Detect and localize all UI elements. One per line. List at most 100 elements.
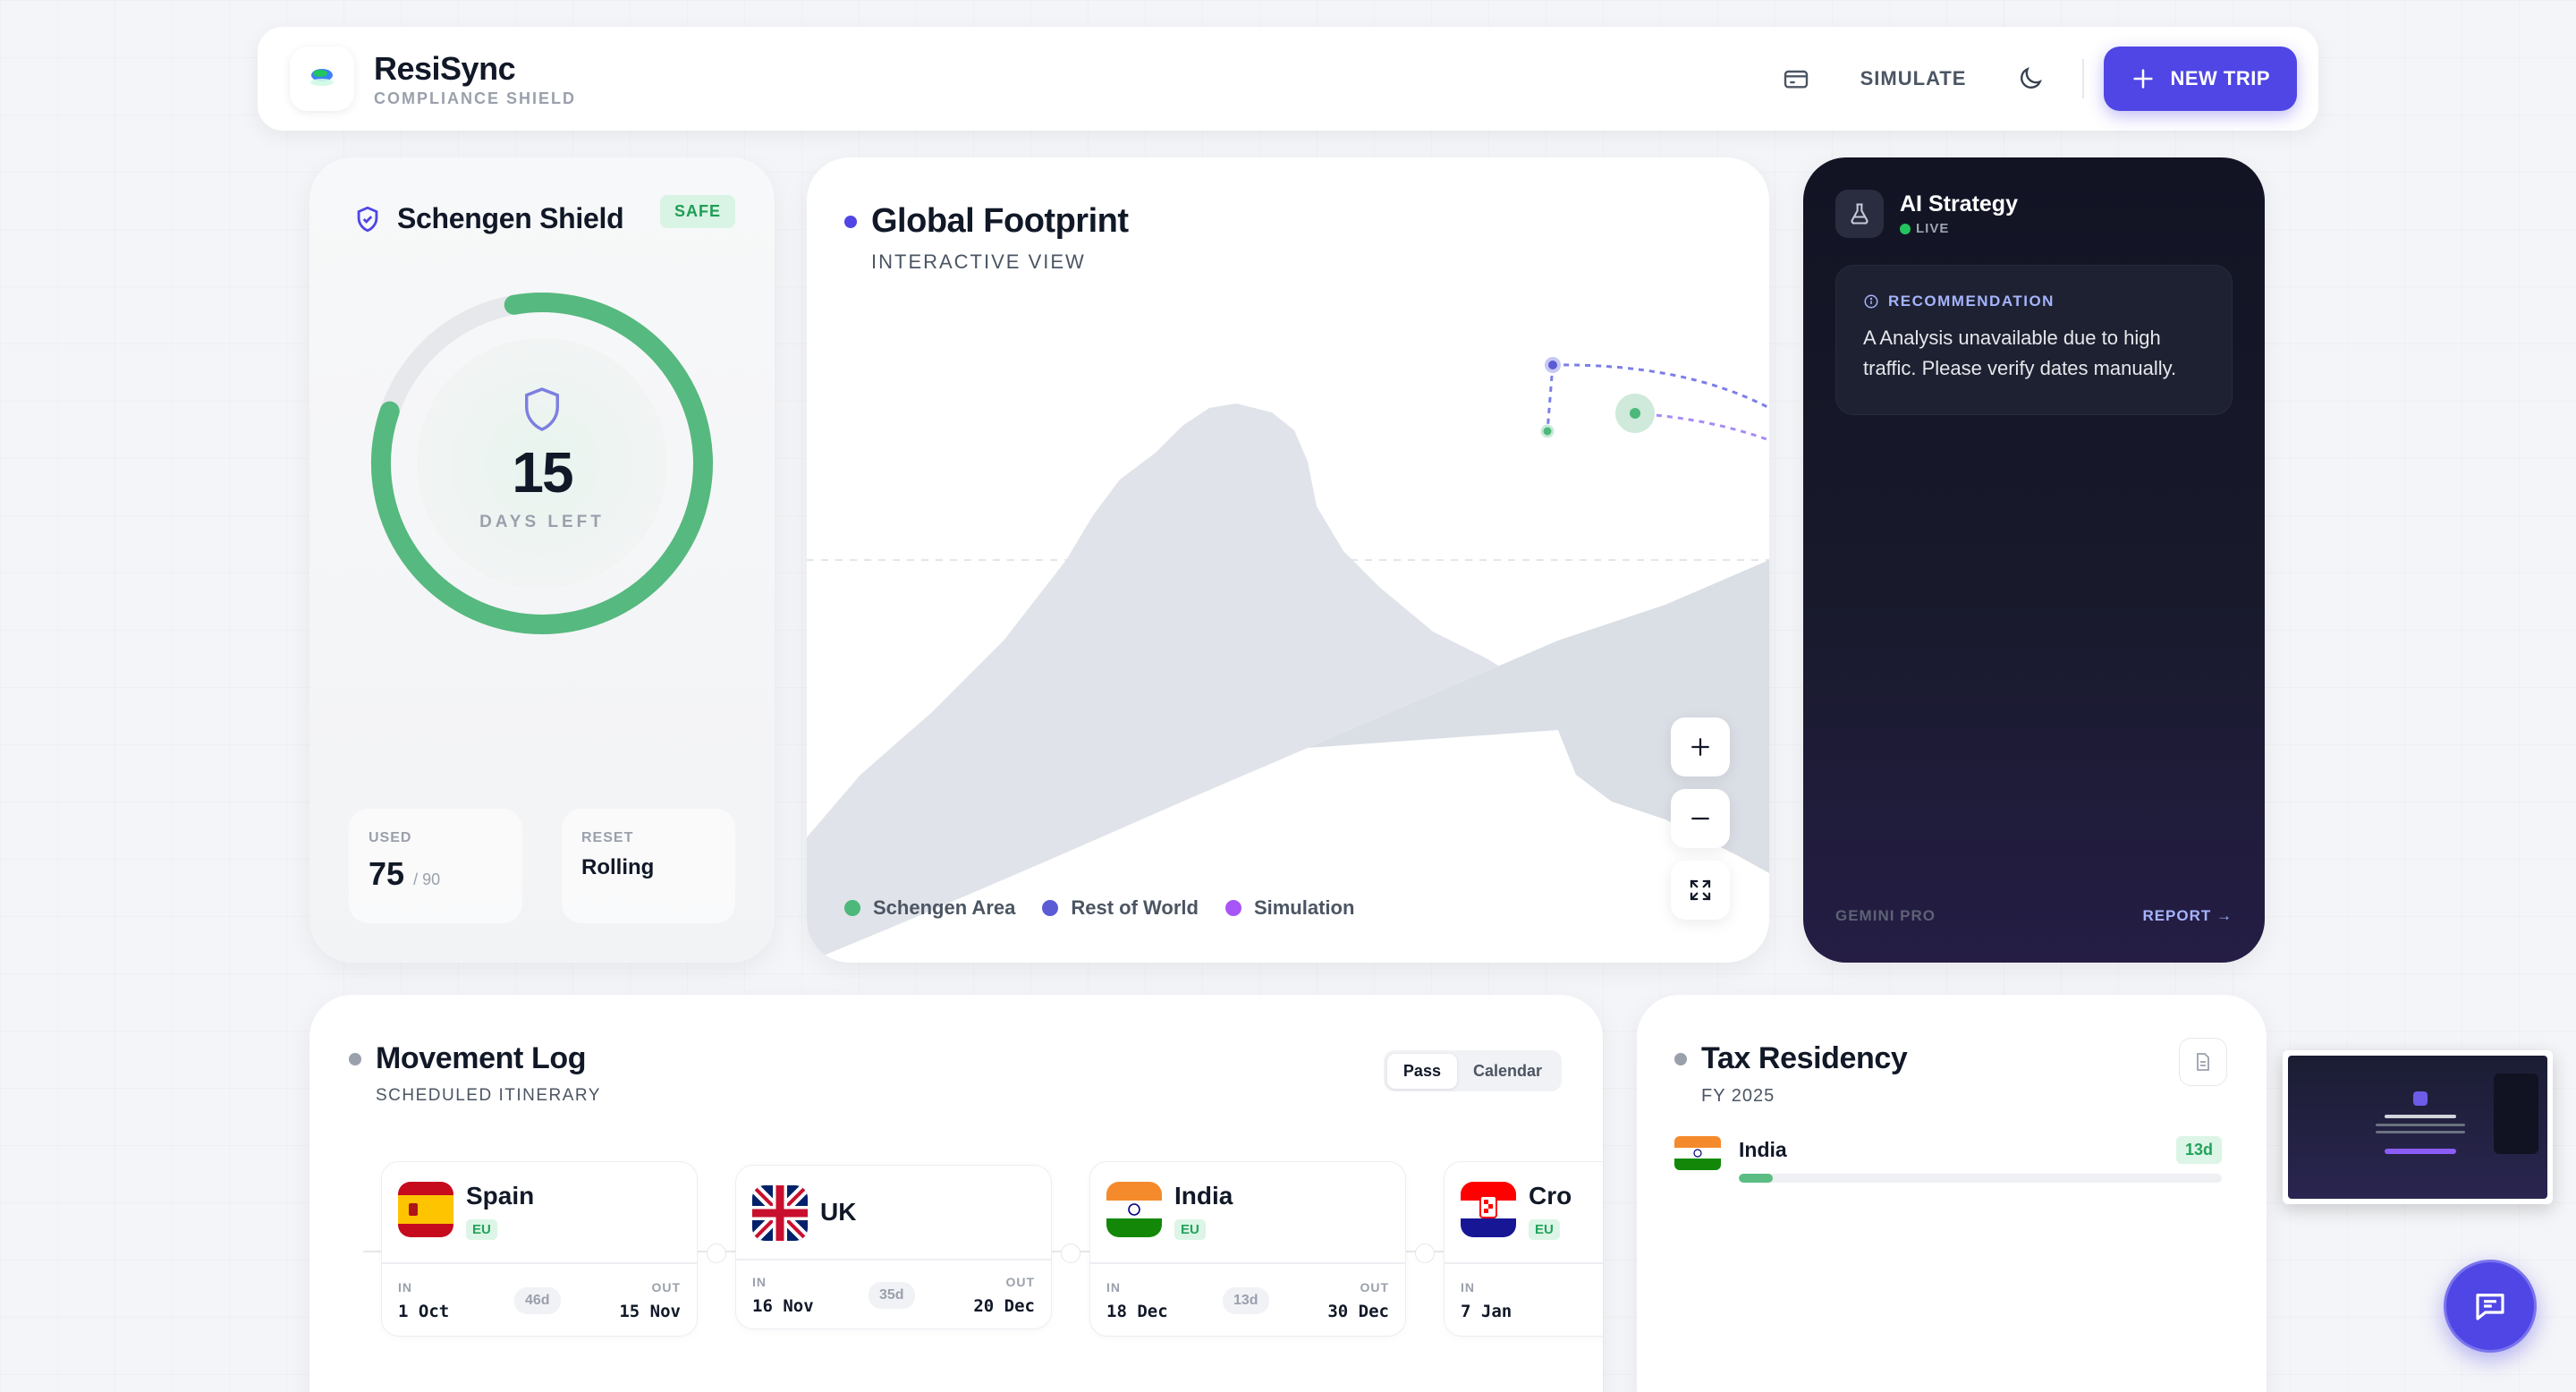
trip-in-date: 7 Jan <box>1461 1302 1513 1321</box>
tax-country: India <box>1739 1138 1787 1161</box>
simulate-button[interactable]: SIMULATE <box>1860 67 1967 89</box>
schengen-title: Schengen Shield <box>352 202 624 235</box>
document-icon[interactable] <box>2179 1038 2227 1086</box>
days-left-label: DAYS LEFT <box>479 513 605 531</box>
tax-residency-card: Tax Residency FY 2025 India 13d <box>1637 995 2267 1392</box>
tax-subtitle: FY 2025 <box>1701 1086 1775 1106</box>
live-dot <box>1900 223 1911 234</box>
trip-duration: 35d <box>869 1282 915 1309</box>
trip-card-india[interactable]: India EU IN 18 Dec 13d OUT 30 Dec <box>1089 1161 1406 1337</box>
world-map[interactable] <box>807 157 1769 963</box>
live-indicator: LIVE <box>1900 221 2018 236</box>
brand-name: ResiSync <box>374 49 516 87</box>
header-divider <box>2082 59 2085 98</box>
legend-dot <box>1042 900 1059 916</box>
chat-button[interactable] <box>2444 1260 2537 1353</box>
zoom-in-button[interactable] <box>1671 717 1730 777</box>
plus-icon <box>1691 738 1709 756</box>
uk-flag-icon <box>752 1185 808 1241</box>
tax-progress-fill <box>1739 1174 1773 1183</box>
chat-icon <box>2476 1294 2504 1320</box>
tax-days-badge: 13d <box>2175 1136 2222 1164</box>
timeline-node <box>1415 1243 1435 1263</box>
plus-icon <box>2133 69 2154 89</box>
footprint-subtitle: INTERACTIVE VIEW <box>871 250 1086 273</box>
gauge-center: 15 DAYS LEFT <box>417 338 667 589</box>
title-dot <box>1674 1052 1687 1065</box>
new-trip-button[interactable]: NEW TRIP <box>2104 47 2297 111</box>
global-footprint-card: Global Footprint INTERACTIVE VIEW Scheng… <box>807 157 1769 963</box>
trip-out-date: 15 Nov <box>619 1302 681 1321</box>
trip-card-croatia[interactable]: Cro EU IN 7 Jan <box>1444 1161 1603 1337</box>
legend-item: Simulation <box>1224 896 1354 920</box>
ai-title: AI Strategy <box>1900 191 2018 216</box>
tax-progress-track <box>1739 1174 2222 1183</box>
title-dot <box>349 1052 361 1065</box>
recommendation-text: A Analysis unavailable due to high traff… <box>1863 327 2177 379</box>
app-header: ResiSync COMPLIANCE SHIELD SIMULATE NEW … <box>258 27 2318 131</box>
days-left-gauge: 15 DAYS LEFT <box>363 284 721 642</box>
status-badge: SAFE <box>659 195 735 228</box>
movement-log-title: Movement Log <box>349 1041 586 1076</box>
map-point-schengen <box>1540 424 1555 438</box>
movement-log-card: Movement Log SCHEDULED ITINERARY Pass Ca… <box>309 995 1603 1392</box>
shield-icon <box>525 387 559 431</box>
trip-out-date: 20 Dec <box>973 1296 1035 1316</box>
gauge-ring <box>371 293 713 634</box>
tax-row-india[interactable]: India 13d <box>1674 1136 2222 1183</box>
trip-card-uk[interactable]: UK IN 16 Nov 35d OUT 20 Dec <box>735 1165 1052 1329</box>
days-left-value: 15 <box>512 440 573 505</box>
moon-icon[interactable] <box>2014 63 2046 95</box>
globe-logo-icon <box>310 69 334 86</box>
legend-item: Rest of World <box>1042 896 1199 920</box>
trip-in-date: 18 Dec <box>1106 1302 1168 1321</box>
footprint-title: Global Footprint <box>844 202 1129 241</box>
info-icon <box>1864 294 1878 309</box>
route-line <box>1552 363 1769 410</box>
reset-value: Rolling <box>581 855 655 879</box>
used-value: 75 <box>369 855 405 892</box>
ai-strategy-card: AI Strategy LIVE RECOMMENDATION A Analys… <box>1803 157 2265 963</box>
app-logo[interactable] <box>290 47 354 111</box>
toggle-pass[interactable]: Pass <box>1386 1053 1457 1089</box>
shield-check-icon <box>357 206 378 232</box>
trip-duration: 46d <box>514 1287 561 1314</box>
used-max: / 90 <box>413 870 441 888</box>
fullscreen-button[interactable] <box>1671 861 1730 920</box>
recommendation-label: RECOMMENDATION <box>1863 293 2205 310</box>
spain-flag-icon <box>398 1182 453 1237</box>
report-link[interactable]: REPORT → <box>2142 907 2233 924</box>
tax-title: Tax Residency <box>1674 1041 1908 1076</box>
map-legend: Schengen Area Rest of World Simulation <box>844 896 1354 920</box>
brand: ResiSync COMPLIANCE SHIELD <box>374 50 576 108</box>
india-flag-icon <box>1106 1182 1162 1237</box>
zoom-out-button[interactable] <box>1671 789 1730 848</box>
view-toggle: Pass Calendar <box>1383 1050 1562 1091</box>
trip-out-date: 30 Dec <box>1327 1302 1389 1321</box>
trip-in-date: 16 Nov <box>752 1296 814 1316</box>
legend-item: Schengen Area <box>844 896 1015 920</box>
map-point-world <box>1545 357 1561 373</box>
flask-icon <box>1835 190 1884 238</box>
india-flag-icon <box>1674 1136 1721 1170</box>
preview-thumbnail[interactable] <box>2283 1050 2553 1204</box>
recommendation-panel: RECOMMENDATION A Analysis unavailable du… <box>1835 265 2233 415</box>
trip-card-spain[interactable]: Spain EU IN 1 Oct 46d OUT 15 Nov <box>381 1161 698 1337</box>
schengen-shield-card: Schengen Shield SAFE 15 DAYS LEFT USED 7… <box>309 157 775 963</box>
minus-icon <box>1691 817 1709 820</box>
toggle-calendar[interactable]: Calendar <box>1472 1061 1542 1080</box>
model-label: GEMINI PRO <box>1835 907 1936 924</box>
brand-tagline: COMPLIANCE SHIELD <box>374 89 577 107</box>
card-icon[interactable] <box>1780 63 1812 95</box>
reset-stat: RESET Rolling <box>562 809 735 923</box>
map-landmass <box>807 403 1769 963</box>
trip-in-date: 1 Oct <box>398 1302 450 1321</box>
croatia-flag-icon <box>1461 1182 1516 1237</box>
ai-header: AI Strategy LIVE <box>1835 190 2018 238</box>
preview-screen <box>2288 1056 2547 1199</box>
expand-icon <box>1690 879 1711 901</box>
used-stat: USED 75 / 90 <box>349 809 522 923</box>
legend-dot <box>844 900 860 916</box>
timeline-node <box>707 1243 726 1263</box>
new-trip-label: NEW TRIP <box>2170 67 2270 89</box>
